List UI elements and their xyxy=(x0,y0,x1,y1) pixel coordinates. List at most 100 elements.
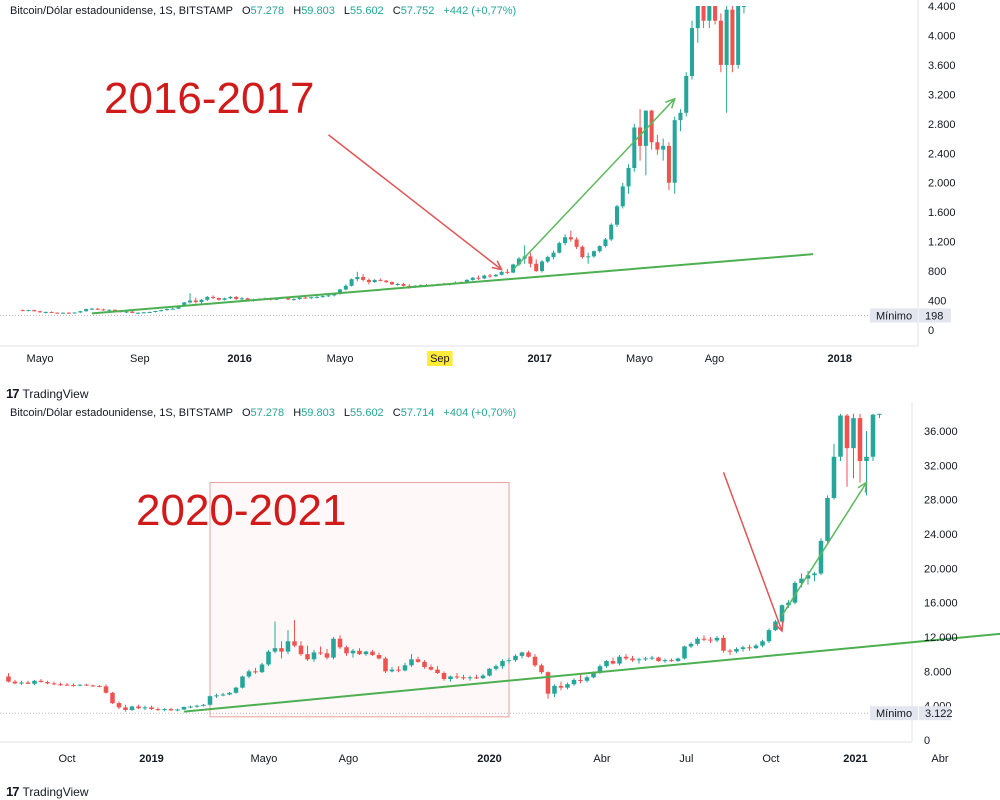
candle-body xyxy=(656,657,661,662)
candle xyxy=(292,619,297,648)
candle xyxy=(58,682,63,686)
candle-body xyxy=(402,665,408,671)
candle xyxy=(376,652,382,660)
candle-body xyxy=(591,251,596,257)
candle-body xyxy=(32,680,37,684)
candle xyxy=(49,311,54,314)
candle-body xyxy=(389,282,394,285)
candle xyxy=(149,705,154,710)
candle xyxy=(51,681,57,686)
y-tick-label: 12.000 xyxy=(924,632,958,644)
candle xyxy=(513,654,518,662)
legend-high-label: H xyxy=(293,5,302,17)
candle-body xyxy=(461,677,466,679)
candle xyxy=(578,674,583,684)
candle-body xyxy=(366,279,371,283)
candle xyxy=(25,680,31,685)
candle xyxy=(643,656,648,662)
candle-body xyxy=(586,256,591,258)
candle-body xyxy=(476,277,481,279)
candle-body xyxy=(662,660,668,662)
candle-body xyxy=(141,312,146,314)
candle-body xyxy=(526,652,531,657)
legend-high: 59.803 xyxy=(301,407,335,419)
candle xyxy=(401,282,406,287)
legend-open: 57.278 xyxy=(250,407,285,419)
candle xyxy=(649,655,655,661)
candle xyxy=(6,673,11,683)
support-trendline xyxy=(183,632,1000,713)
candle xyxy=(695,6,700,43)
candle xyxy=(649,109,654,150)
candle-body xyxy=(211,296,216,298)
candlestick-chart-2020-2021[interactable]: 04.0008.00012.00016.00020.00024.00028.00… xyxy=(0,402,1000,782)
candle-body xyxy=(78,311,83,313)
candle-body xyxy=(193,300,198,303)
green-arrow xyxy=(512,98,676,271)
x-tick-label: 2019 xyxy=(139,753,163,765)
candle-body xyxy=(279,648,284,652)
candle-body xyxy=(25,682,31,684)
candle xyxy=(207,695,213,706)
legend-low-label: L xyxy=(343,407,351,419)
candle xyxy=(688,642,694,649)
candle-body xyxy=(77,684,83,686)
candle-body xyxy=(714,637,720,641)
candle-body xyxy=(136,706,141,709)
candle-body xyxy=(557,243,562,253)
candle xyxy=(493,664,499,671)
candle xyxy=(877,413,882,419)
brand-footer: 17 TradingView xyxy=(6,386,89,401)
candle xyxy=(129,705,135,711)
candle-body xyxy=(672,120,677,183)
y-tick-label: 4.000 xyxy=(928,30,956,42)
candle xyxy=(130,311,135,314)
candle xyxy=(617,655,622,666)
candle-body xyxy=(155,709,161,711)
candles-group xyxy=(20,6,746,314)
candle-body xyxy=(688,643,694,647)
tradingview-logo-icon: 17 xyxy=(6,784,20,799)
x-tick-label: Oct xyxy=(762,753,779,765)
candle xyxy=(279,641,284,659)
candle xyxy=(370,649,375,656)
candle-body xyxy=(838,415,843,457)
candle-body xyxy=(350,650,356,654)
candle xyxy=(682,645,687,660)
candle xyxy=(415,656,421,663)
candle-body xyxy=(643,658,648,660)
candle xyxy=(89,307,94,311)
candle-body xyxy=(124,311,129,313)
y-tick-label: 16.000 xyxy=(924,598,958,610)
candle-body xyxy=(259,664,265,673)
legend-low-label: L xyxy=(343,5,351,17)
candle-body xyxy=(338,289,343,294)
candle-body xyxy=(38,680,44,683)
candle-body xyxy=(519,652,525,656)
candle-body xyxy=(552,685,557,694)
y-tick-label: 4.400 xyxy=(928,1,956,13)
candle xyxy=(305,645,310,662)
x-tick-label: 2017 xyxy=(527,353,551,365)
candle xyxy=(597,245,602,253)
candle-body xyxy=(55,312,60,314)
candle-body xyxy=(661,145,666,150)
candle-body xyxy=(331,638,336,658)
candle-body xyxy=(753,645,759,649)
candlestick-chart-2016-2017[interactable]: 0 400 800 1.200 1.600 2.000 2.400 2.800 3.200 3.6… xyxy=(0,0,1000,385)
y-tick-label: 400 xyxy=(928,296,946,308)
candle-body xyxy=(153,311,158,313)
legend-open-label: O xyxy=(241,5,251,17)
candle-body xyxy=(201,704,206,706)
red-arrow xyxy=(328,134,503,271)
minimum-label: Mínimo xyxy=(876,310,912,322)
candle xyxy=(857,413,863,483)
candle-body xyxy=(506,660,512,662)
candle xyxy=(253,667,258,674)
y-tick-label: 1.600 xyxy=(928,207,956,219)
candle xyxy=(505,268,510,275)
candle xyxy=(552,684,557,698)
candle xyxy=(476,275,481,280)
candle-body xyxy=(332,293,337,296)
candle xyxy=(90,684,96,687)
